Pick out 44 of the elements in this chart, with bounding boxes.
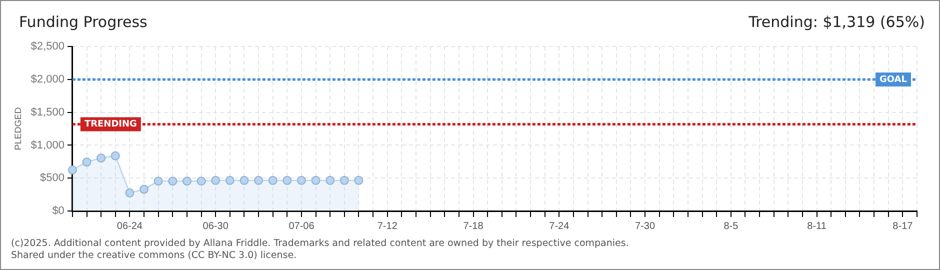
point: [254, 176, 264, 185]
point: [140, 184, 149, 194]
y-tick-label: $2,500: [30, 40, 64, 53]
point: [196, 176, 206, 186]
x-tick-label: 7-30: [635, 220, 656, 232]
point: [182, 176, 192, 186]
x-tick-label: 7-24: [549, 220, 570, 232]
point: [82, 158, 92, 167]
ref-line-label: GOAL: [880, 74, 908, 85]
y-tick-label: $0: [52, 205, 64, 218]
y-tick-label: $1,000: [30, 139, 64, 152]
point: [68, 165, 77, 174]
x-tick-label: 7-18: [463, 220, 484, 232]
x-tick-label: 8-11: [807, 220, 827, 232]
chart-title: Funding Progress: [19, 13, 148, 31]
point: [168, 176, 178, 186]
point: [326, 176, 335, 185]
x-tick-label: 06-24: [116, 220, 143, 232]
point: [296, 176, 306, 185]
point: [96, 154, 106, 163]
point: [268, 176, 278, 185]
x-tick-label: 7-12: [377, 220, 398, 232]
point: [282, 176, 292, 185]
point: [240, 176, 249, 185]
x-tick-label: 8-5: [724, 220, 739, 232]
point: [340, 176, 349, 185]
point: [154, 176, 163, 186]
text: Trending: $1,319 (65%): [748, 13, 925, 31]
x-tick-label: 8-17: [892, 220, 914, 232]
text: (c)2025. Additional content provided by Allana Friddle. Trademarks and related content are owned by their respective companies.: [11, 238, 629, 249]
text: Shared under the creative commons (CC BY-NC 3.0) license.: [11, 250, 297, 261]
point: [311, 176, 320, 185]
point: [125, 188, 134, 198]
y-axis-title: PLEDGED: [12, 106, 23, 150]
x-tick-label: 07-06: [288, 220, 315, 232]
y-tick-label: $1,500: [30, 106, 64, 118]
point: [211, 176, 220, 185]
y-tick-label: $2,000: [30, 74, 64, 86]
y-tick-label: $500: [40, 172, 64, 184]
point: [110, 151, 120, 160]
point: [225, 176, 234, 185]
ref-line-label: TRENDING: [84, 120, 137, 130]
point: [354, 176, 364, 185]
x-tick-label: 06-30: [202, 220, 229, 232]
